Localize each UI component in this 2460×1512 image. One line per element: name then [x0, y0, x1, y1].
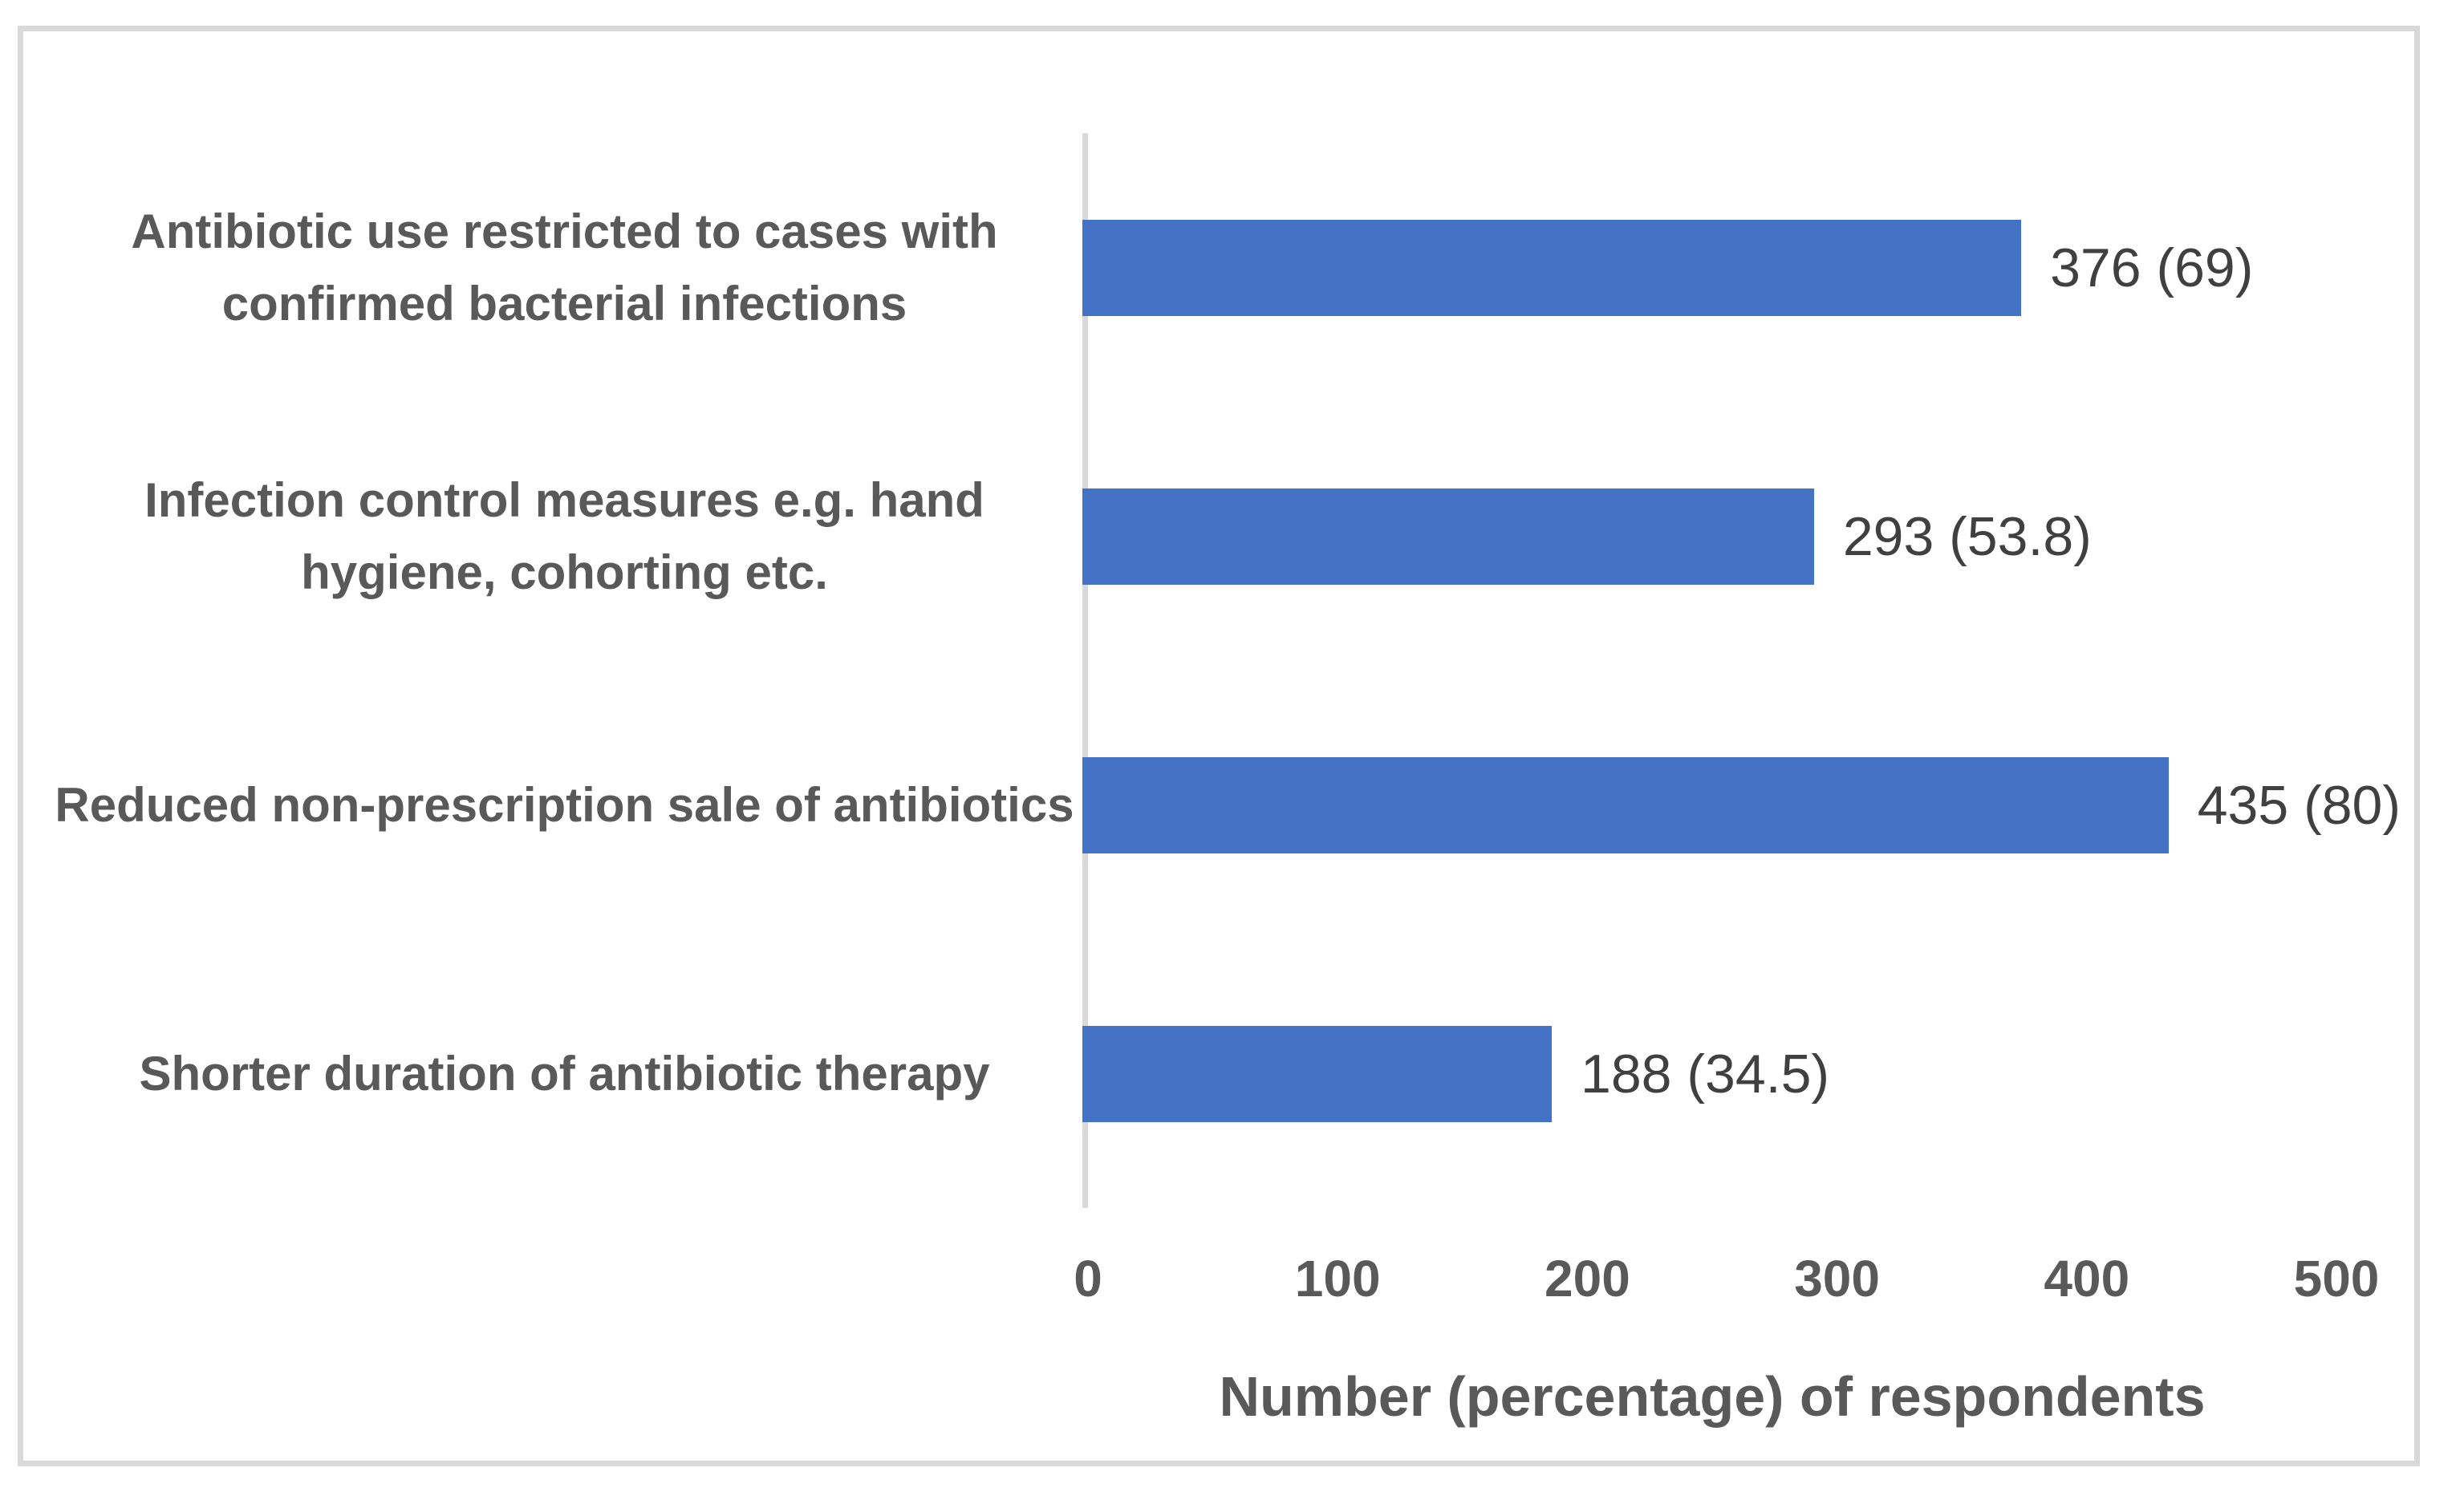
x-tick: 200 [1545, 1250, 1630, 1307]
x-tick: 300 [1794, 1250, 1880, 1307]
category-row: Infection control measures e.g. hand hyg… [47, 402, 2454, 671]
plot-cell: 293 (53.8) [1082, 402, 2454, 671]
plot-cell: 188 (34.5) [1082, 939, 2454, 1208]
category-row: Antibiotic use restricted to cases with … [47, 133, 2454, 402]
x-tick: 0 [1074, 1250, 1102, 1307]
category-label: Antibiotic use restricted to cases with … [131, 204, 998, 330]
bar-value-label: 376 (69) [2050, 237, 2254, 298]
bar [1082, 1025, 1553, 1122]
bar-rows: Antibiotic use restricted to cases with … [47, 133, 2454, 1208]
plot-cell: 435 (80) [1082, 671, 2454, 939]
category-label: Reduced non-prescription sale of antibio… [55, 777, 1074, 832]
y-axis-line [1082, 133, 1088, 1208]
x-tick: 400 [2044, 1250, 2130, 1307]
category-row: Reduced non-prescription sale of antibio… [47, 671, 2454, 939]
x-tick: 100 [1294, 1250, 1381, 1307]
x-axis-title: Number (percentage) of respondents [1219, 1365, 2206, 1428]
chart-frame: Antibiotic use restricted to cases with … [18, 26, 2420, 1466]
bar-value-label: 435 (80) [2197, 774, 2401, 836]
bar [1082, 488, 1814, 585]
bar-value-label: 293 (53.8) [1842, 505, 2092, 567]
x-tick: 500 [2293, 1250, 2380, 1307]
x-axis-ticks: 0 100 200 300 400 500 [1074, 1249, 2379, 1321]
category-row: Shorter duration of antibiotic therapy 1… [47, 939, 2454, 1208]
bar-value-label: 188 (34.5) [1581, 1043, 1830, 1105]
bar [1082, 756, 2169, 853]
plot-cell: 376 (69) [1082, 133, 2454, 402]
category-label: Shorter duration of antibiotic therapy [139, 1046, 990, 1101]
bar [1082, 219, 2022, 316]
category-label: Infection control measures e.g. hand hyg… [144, 472, 984, 599]
